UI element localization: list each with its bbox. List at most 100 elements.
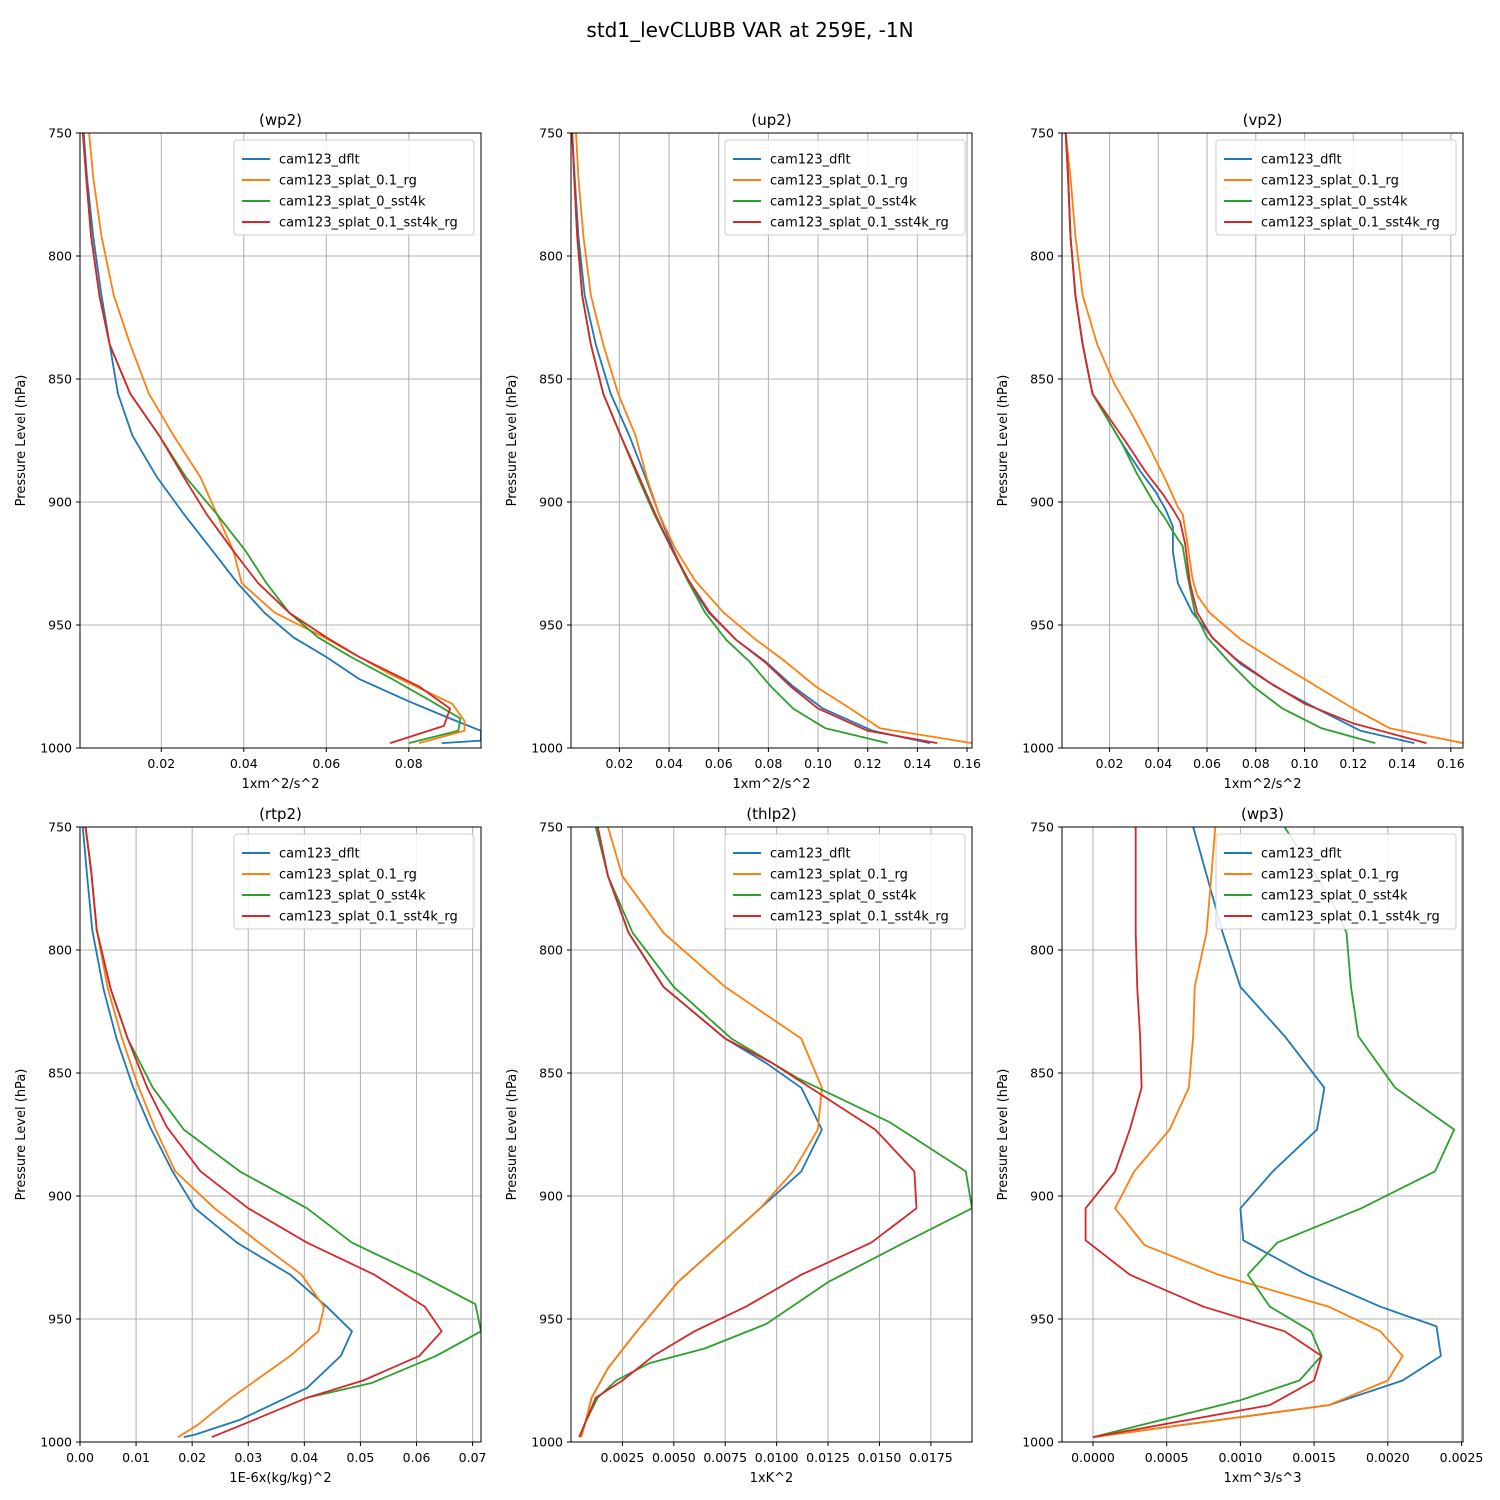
series-line-cam123-splat-0-1-rg [580, 827, 823, 1438]
x-tick-label: 0.0005 [1145, 1450, 1189, 1465]
y-tick-label: 950 [1030, 1312, 1054, 1327]
legend-label: cam123_splat_0_sst4k [770, 889, 917, 904]
legend-label: cam123_dflt [279, 153, 360, 168]
series-line-cam123-splat-0-sst4k [1092, 827, 1456, 1438]
series-line-cam123-dflt [571, 133, 930, 744]
legend-label: cam123_splat_0_sst4k [279, 889, 426, 904]
y-tick-label: 1000 [531, 1435, 563, 1450]
x-tick-label: 0.16 [953, 756, 981, 771]
y-tick-label: 750 [48, 820, 72, 835]
y-tick-label: 800 [48, 249, 72, 264]
y-tick-label: 750 [539, 126, 563, 141]
panel-title: (vp2) [1243, 111, 1283, 129]
legend-label: cam123_dflt [279, 847, 360, 862]
x-tick-label: 0.10 [804, 756, 832, 771]
x-tick-label: 0.12 [1339, 756, 1367, 771]
legend-label: cam123_splat_0.1_rg [1261, 174, 1399, 189]
y-axis-label: Pressure Level (hPa) [505, 375, 520, 507]
x-tick-label: 0.0175 [909, 1450, 953, 1465]
y-tick-label: 900 [1030, 1189, 1054, 1204]
series-line-cam123-splat-0-1-sst4k-rg [1084, 827, 1323, 1438]
y-tick-label: 750 [539, 820, 563, 835]
y-tick-label: 1000 [40, 741, 72, 756]
x-axis-label: 1xm^3/s^3 [1223, 1471, 1301, 1486]
legend-label: cam123_splat_0.1_rg [1261, 868, 1399, 883]
panels: 0.02 0.04 0.06 0.08 750 800 850 900 950 1000 (wp2)… [14, 111, 1483, 1486]
x-tick-label: 0.06 [705, 756, 733, 771]
y-axis-label: Pressure Level (hPa) [996, 1069, 1011, 1201]
panel-up2: 0.02 0.04 0.06 0.08 0.10 0.12 0.14 0.16 750 800 85… [505, 111, 981, 792]
axes-frame [1061, 132, 1464, 749]
y-tick-label: 850 [539, 1066, 563, 1081]
legend-label: cam123_splat_0.1_rg [770, 868, 908, 883]
legend-box [233, 833, 475, 930]
y-tick-label: 1000 [1022, 1435, 1054, 1450]
x-axis-label: 1xK^2 [750, 1471, 794, 1486]
panel-title: (thlp2) [746, 805, 796, 823]
x-axis-label: 1xm^2/s^2 [732, 777, 810, 792]
y-tick-label: 900 [48, 495, 72, 510]
y-tick-label: 950 [48, 618, 72, 633]
x-tick-label: 0.14 [903, 756, 931, 771]
legend-label: cam123_dflt [1261, 153, 1342, 168]
y-tick-label: 750 [1030, 820, 1054, 835]
x-tick-label: 0.06 [312, 756, 340, 771]
x-tick-label: 0.16 [1437, 756, 1465, 771]
x-axis-label: 1xm^2/s^2 [241, 777, 319, 792]
y-tick-label: 900 [539, 495, 563, 510]
panel-title: (wp3) [1241, 805, 1284, 823]
legend-box [724, 833, 966, 930]
legend-label: cam123_dflt [770, 153, 851, 168]
series-line-cam123-splat-0-1-sst4k-rg [571, 133, 938, 744]
series-line-cam123-splat-0-1-rg [88, 133, 466, 744]
figure-title: std1_levCLUBB VAR at 259E, -1N [586, 18, 913, 42]
y-tick-label: 850 [539, 372, 563, 387]
y-tick-label: 900 [48, 1189, 72, 1204]
series-line-cam123-dflt [1092, 827, 1442, 1438]
series-group [1064, 133, 1463, 744]
x-tick-label: 0.08 [754, 756, 782, 771]
series-group [82, 133, 481, 744]
legend: cam123_dflt cam123_splat_0.1_rg cam123_spl… [1215, 833, 1457, 930]
x-tick-label: 0.06 [403, 1450, 431, 1465]
x-tick-label: 0.08 [395, 756, 423, 771]
y-tick-label: 750 [1030, 126, 1054, 141]
x-tick-label: 0.12 [854, 756, 882, 771]
x-tick-label: 0.04 [230, 756, 258, 771]
y-tick-label: 850 [1030, 372, 1054, 387]
x-tick-label: 0.0010 [1219, 1450, 1263, 1465]
x-tick-label: 0.0015 [1292, 1450, 1336, 1465]
y-tick-label: 750 [48, 126, 72, 141]
x-tick-label: 0.01 [122, 1450, 150, 1465]
y-tick-label: 900 [1030, 495, 1054, 510]
legend-label: cam123_splat_0.1_rg [279, 868, 417, 883]
legend: cam123_dflt cam123_splat_0.1_rg cam123_spl… [724, 833, 966, 930]
legend: cam123_dflt cam123_splat_0.1_rg cam123_spl… [724, 139, 966, 236]
panel-rtp2: 0.00 0.01 0.02 0.03 0.04 0.05 0.06 0.07 750 800 85… [14, 805, 487, 1486]
legend-box [233, 139, 475, 236]
y-tick-label: 950 [1030, 618, 1054, 633]
y-tick-label: 800 [1030, 943, 1054, 958]
panel-title: (rtp2) [259, 805, 302, 823]
legend: cam123_dflt cam123_splat_0.1_rg cam123_spl… [233, 139, 475, 236]
y-tick-label: 900 [539, 1189, 563, 1204]
axes-frame [570, 132, 973, 749]
series-group [1084, 827, 1456, 1438]
y-tick-label: 850 [48, 1066, 72, 1081]
series-line-cam123-splat-0-1-sst4k-rg [578, 827, 918, 1438]
legend-label: cam123_splat_0_sst4k [1261, 889, 1408, 904]
x-tick-label: 0.08 [1242, 756, 1270, 771]
x-tick-label: 0.0025 [1440, 1450, 1484, 1465]
series-group [578, 827, 972, 1438]
x-tick-label: 0.14 [1388, 756, 1416, 771]
x-tick-label: 0.0020 [1366, 1450, 1410, 1465]
series-line-cam123-splat-0-1-rg [1092, 827, 1404, 1438]
x-tick-label: 0.00 [66, 1450, 94, 1465]
x-tick-label: 0.0025 [601, 1450, 645, 1465]
y-tick-label: 950 [539, 1312, 563, 1327]
y-tick-label: 800 [539, 943, 563, 958]
y-axis-label: Pressure Level (hPa) [14, 375, 29, 507]
series-line-cam123-splat-0-1-sst4k-rg [84, 827, 443, 1438]
legend-label: cam123_dflt [1261, 847, 1342, 862]
x-tick-label: 0.06 [1193, 756, 1221, 771]
